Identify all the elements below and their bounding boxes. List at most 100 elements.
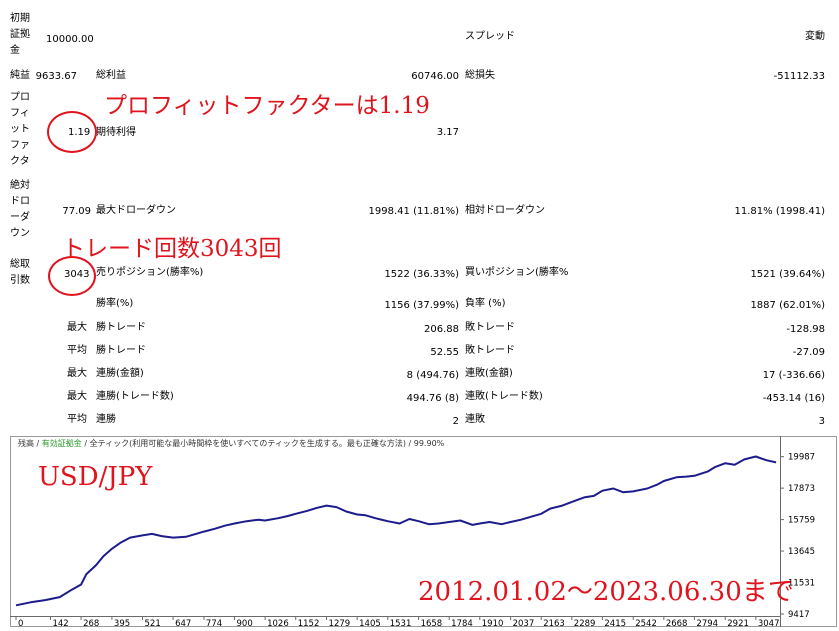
y-tick-label: 17873: [788, 484, 815, 494]
x-tick-label: 2037: [513, 619, 535, 627]
expected-payoff-value: 3.17: [436, 127, 459, 138]
max-consec-prefix-2: 最大: [67, 391, 87, 402]
short-positions-value: 1522 (36.33%): [384, 269, 459, 280]
x-tick-label: 2542: [635, 619, 657, 627]
initial-deposit-label: 初期証拠金: [10, 13, 30, 56]
chart-header: 残高 / 有効証拠金 / 全ティック(利用可能な最小時間枠を使いすべてのティック…: [18, 438, 444, 449]
gross-profit-value: 60746.00: [411, 71, 459, 82]
x-tick-label: 1910: [482, 619, 504, 627]
x-tick-label: 1531: [390, 619, 412, 627]
header-sep-2: /: [81, 439, 90, 448]
rel-drawdown-value: 11.81% (1998.41): [734, 206, 825, 217]
largest-loss-label: 敗トレード: [465, 322, 515, 333]
margin-legend: 有効証拠金: [41, 439, 82, 448]
abs-drawdown-value: 77.09: [62, 206, 91, 217]
x-tick-label: 1405: [359, 619, 381, 627]
avg-win-label: 勝トレード: [96, 345, 146, 356]
avg-loss-label: 敗トレード: [465, 345, 515, 356]
balance-legend: 残高: [18, 439, 34, 448]
gross-profit-label: 総利益: [96, 70, 126, 81]
loss-rate-label: 負率 (%): [465, 298, 506, 309]
max-consec-profit-value: 494.76 (8): [406, 393, 459, 404]
period-label: 2012.01.02～2023.06.30まで: [418, 577, 794, 607]
x-tick-label: 142: [52, 619, 68, 627]
avg-consec-losses-label: 連敗: [465, 414, 485, 425]
rel-drawdown-label: 相対ドローダウン: [465, 205, 545, 216]
abs-drawdown-label: 絶対ドローダウン: [10, 180, 30, 239]
max-consec-loss-label: 連敗(トレード数): [465, 391, 543, 402]
x-tick-label: 2163: [543, 619, 565, 627]
average-prefix: 平均: [67, 345, 87, 356]
initial-deposit-value: 10000.00: [46, 34, 94, 45]
largest-prefix: 最大: [67, 322, 87, 333]
x-tick-label: 0: [18, 619, 23, 627]
max-consec-losses-money-value: 17 (-336.66): [762, 370, 825, 381]
y-tick-label: 15759: [788, 516, 815, 526]
max-consec-wins-money-label: 連勝(金額): [96, 368, 144, 379]
win-rate-value: 1156 (37.99%): [384, 300, 459, 311]
x-tick-label: 395: [114, 619, 130, 627]
x-tick-label: 2289: [574, 619, 596, 627]
total-trades-label: 総取引数: [10, 259, 30, 286]
x-tick-label: 1784: [451, 619, 473, 627]
avg-loss-value: -27.09: [792, 347, 825, 358]
average-consec-prefix: 平均: [67, 414, 87, 425]
largest-win-label: 勝トレード: [96, 322, 146, 333]
trade-count-note: トレード回数3043回: [62, 236, 282, 262]
spread-label: スプレッド: [465, 31, 515, 42]
x-axis-ticks: 0 142 268 395 521 647 774 900 1026 1152 1279 1405 15…: [15, 616, 780, 629]
model-description: 全ティック(利用可能な最小時間枠を使いすべてのティックを生成する。最も正確な方法…: [89, 439, 406, 448]
balance-chart: 0 142 268 395 521 647 774 900 1026 1152 1279 1405 15…: [10, 436, 837, 629]
header-sep-1: /: [34, 439, 42, 448]
x-tick-label: 3047: [758, 619, 780, 627]
y-tick-label: 19987: [788, 453, 815, 463]
avg-win-value: 52.55: [430, 347, 459, 358]
max-drawdown-label: 最大ドローダウン: [96, 205, 176, 216]
y-axis-ticks: 19987 17873 15759 13645 11531 9417: [780, 453, 815, 620]
x-tick-label: 1658: [421, 619, 443, 627]
gross-loss-value: -51112.33: [773, 71, 825, 82]
win-rate-label: 勝率(%): [96, 298, 134, 309]
long-positions-label: 買いポジション(勝率%: [465, 267, 569, 278]
x-tick-label: 900: [237, 619, 253, 627]
y-tick-label: 11531: [788, 579, 815, 589]
max-consec-prefix-1: 最大: [67, 368, 87, 379]
header-sep-3: /: [405, 439, 414, 448]
avg-consec-losses-value: 3: [818, 416, 825, 427]
max-consec-profit-label: 連勝(トレード数): [96, 391, 174, 402]
max-consec-wins-money-value: 8 (494.76): [406, 370, 459, 381]
balance-series-line: [15, 455, 777, 607]
profit-factor-note: プロフィットファクターは1.19: [104, 93, 430, 119]
balance-chart-panel: 0 142 268 395 521 647 774 900 1026 1152 1279 1405 15…: [10, 436, 837, 629]
largest-win-value: 206.88: [424, 324, 459, 335]
x-tick-label: 2415: [604, 619, 626, 627]
currency-pair-label: USD/JPY: [38, 462, 153, 492]
y-tick-label: 9417: [788, 610, 810, 620]
max-consec-losses-money-label: 連敗(金額): [465, 368, 513, 379]
profit-factor-label: プロフィットファクタ: [10, 92, 30, 167]
x-tick-label: 647: [175, 619, 191, 627]
chart-frame: [10, 436, 837, 627]
avg-consec-wins-value: 2: [452, 416, 459, 427]
x-tick-label: 1279: [329, 619, 351, 627]
x-tick-label: 2668: [666, 619, 688, 627]
max-consec-loss-value: -453.14 (16): [762, 393, 825, 404]
long-positions-value: 1521 (39.64%): [750, 269, 825, 280]
x-tick-label: 774: [206, 619, 222, 627]
profit-factor-circle: [47, 111, 97, 153]
x-tick-label: 2921: [727, 619, 749, 627]
max-drawdown-value: 1998.41 (11.81%): [368, 206, 459, 217]
x-tick-label: 268: [83, 619, 99, 627]
spread-value: 変動: [805, 31, 825, 42]
short-positions-label: 売りポジション(勝率%): [96, 267, 204, 278]
y-tick-label: 13645: [788, 547, 815, 557]
net-profit-label: 純益: [10, 70, 30, 81]
x-tick-label: 1152: [298, 619, 320, 627]
expected-payoff-label: 期待利得: [96, 127, 136, 138]
largest-loss-value: -128.98: [786, 324, 825, 335]
trade-count-circle: [48, 256, 96, 296]
gross-loss-label: 総損失: [465, 70, 495, 81]
net-profit-value: 9633.67: [35, 71, 77, 82]
avg-consec-wins-label: 連勝: [96, 414, 116, 425]
x-tick-label: 1026: [267, 619, 289, 627]
